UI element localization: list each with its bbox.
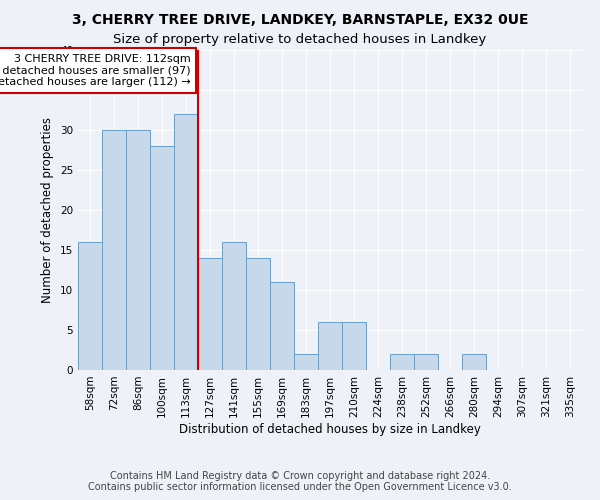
Bar: [270, 282, 294, 370]
Y-axis label: Number of detached properties: Number of detached properties: [41, 117, 55, 303]
Bar: [198, 258, 222, 370]
Bar: [390, 354, 414, 370]
Bar: [294, 354, 318, 370]
Text: Size of property relative to detached houses in Landkey: Size of property relative to detached ho…: [113, 32, 487, 46]
Text: Contains HM Land Registry data © Crown copyright and database right 2024.
Contai: Contains HM Land Registry data © Crown c…: [88, 471, 512, 492]
X-axis label: Distribution of detached houses by size in Landkey: Distribution of detached houses by size …: [179, 422, 481, 436]
Bar: [462, 354, 486, 370]
Bar: [246, 258, 270, 370]
Bar: [414, 354, 438, 370]
Bar: [78, 242, 102, 370]
Bar: [150, 146, 174, 370]
Text: 3, CHERRY TREE DRIVE, LANDKEY, BARNSTAPLE, EX32 0UE: 3, CHERRY TREE DRIVE, LANDKEY, BARNSTAPL…: [72, 12, 528, 26]
Bar: [342, 322, 366, 370]
Text: 3 CHERRY TREE DRIVE: 112sqm
← 46% of detached houses are smaller (97)
53% of sem: 3 CHERRY TREE DRIVE: 112sqm ← 46% of det…: [0, 54, 191, 87]
Bar: [318, 322, 342, 370]
Bar: [102, 130, 126, 370]
Bar: [126, 130, 150, 370]
Bar: [222, 242, 246, 370]
Bar: [174, 114, 198, 370]
